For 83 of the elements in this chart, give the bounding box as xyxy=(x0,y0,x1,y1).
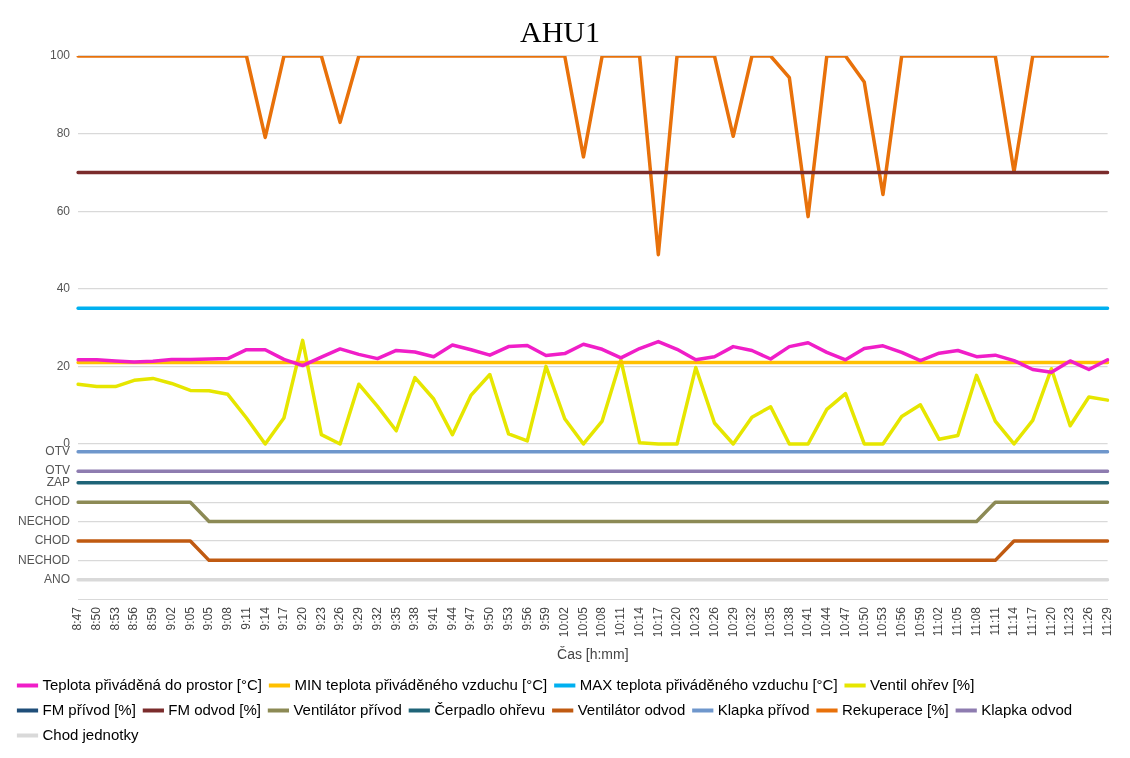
x-tick-label: 9:44 xyxy=(444,606,459,631)
x-axis-title: Čas [h:mm] xyxy=(557,646,629,663)
y-tick-label: NECHOD xyxy=(17,513,71,528)
x-tick-label: 9:53 xyxy=(500,606,515,631)
x-tick-label: 8:53 xyxy=(107,606,122,631)
x-tick-label: 11:23 xyxy=(1062,606,1077,637)
y-tick-label: ZAP xyxy=(46,475,70,490)
x-tick-label: 9:59 xyxy=(538,606,553,631)
x-tick-label: 8:56 xyxy=(126,606,141,631)
x-tick-label: 11:02 xyxy=(931,606,946,637)
x-tick-label: 9:47 xyxy=(463,606,478,631)
x-tick-label: 10:05 xyxy=(575,606,590,638)
legend-label: Teplota přiváděná do prostor [°C] xyxy=(42,675,262,693)
x-tick-label: 9:56 xyxy=(519,606,534,631)
y-tick-label: 40 xyxy=(56,281,71,296)
x-tick-label: 10:47 xyxy=(837,606,852,638)
x-tick-label: 9:50 xyxy=(482,606,497,631)
x-tick-label: 11:29 xyxy=(1099,606,1114,637)
x-tick-label: 9:05 xyxy=(201,606,216,631)
x-tick-label: 10:14 xyxy=(631,606,646,638)
x-tick-label: 9:08 xyxy=(220,606,235,631)
x-tick-label: 9:14 xyxy=(257,606,272,631)
legend-label: Rekuperace [%] xyxy=(841,700,949,718)
legend-label: MIN teplota přiváděného vzduchu [°C] xyxy=(294,675,548,693)
legend-label: Ventilátor přívod xyxy=(293,700,402,718)
legend-label: Ventil ohřev [%] xyxy=(870,675,975,693)
x-tick-label: 10:56 xyxy=(893,606,908,638)
x-tick-label: 10:59 xyxy=(912,606,927,638)
x-tick-label: 10:35 xyxy=(762,606,777,638)
y-tick-label: 80 xyxy=(56,125,71,140)
x-tick-label: 11:11 xyxy=(987,606,1002,636)
x-tick-label: 9:05 xyxy=(182,606,197,631)
x-tick-label: 9:23 xyxy=(313,606,328,631)
y-tick-label: CHOD xyxy=(34,494,71,509)
x-tick-label: 11:14 xyxy=(1006,606,1021,637)
x-tick-label: 10:08 xyxy=(594,606,609,638)
x-tick-label: 10:32 xyxy=(744,606,759,638)
legend-label: FM odvod [%] xyxy=(168,700,261,718)
y-tick-label: OTV xyxy=(45,463,70,478)
y-tick-label: CHOD xyxy=(34,533,71,548)
x-tick-label: 10:29 xyxy=(725,606,740,638)
legend-label: Klapka odvod xyxy=(981,700,1073,718)
x-tick-label: 10:38 xyxy=(781,606,796,638)
x-tick-label: 9:38 xyxy=(407,606,422,631)
x-tick-label: 9:20 xyxy=(294,606,309,631)
x-tick-label: 10:11 xyxy=(613,606,628,637)
x-tick-label: 8:47 xyxy=(70,606,85,631)
legend-label: MAX teplota přiváděného vzduchu [°C] xyxy=(579,675,838,693)
x-tick-label: 9:32 xyxy=(369,606,384,631)
x-tick-label: 9:02 xyxy=(163,606,178,631)
legend-label: Klapka přívod xyxy=(717,700,810,718)
legend-label: Ventilátor odvod xyxy=(577,700,686,718)
x-tick-label: 11:05 xyxy=(950,606,965,637)
legend-label: Chod jednotky xyxy=(42,725,139,743)
x-tick-label: 9:17 xyxy=(276,606,291,631)
x-tick-label: 10:53 xyxy=(875,606,890,638)
legend-label: Čerpadlo ohřevu xyxy=(434,700,546,718)
y-tick-label: 100 xyxy=(49,48,71,63)
x-tick-label: 8:59 xyxy=(145,606,160,631)
x-tick-label: 9:26 xyxy=(332,606,347,631)
y-tick-label: NECHOD xyxy=(17,552,71,567)
x-tick-label: 11:08 xyxy=(968,606,983,637)
x-tick-label: 9:29 xyxy=(351,606,366,631)
x-tick-label: 9:11 xyxy=(238,606,253,630)
legend-label: FM přívod [%] xyxy=(42,700,136,718)
x-tick-label: 8:50 xyxy=(89,606,104,631)
x-tick-label: 10:02 xyxy=(557,606,572,638)
x-tick-label: 9:41 xyxy=(425,606,440,631)
x-tick-label: 10:23 xyxy=(688,606,703,638)
x-tick-label: 11:26 xyxy=(1081,606,1096,637)
x-tick-label: 10:17 xyxy=(650,606,665,638)
x-tick-label: 10:41 xyxy=(800,606,815,638)
x-tick-label: 10:50 xyxy=(856,606,871,638)
x-tick-label: 11:20 xyxy=(1043,606,1058,637)
y-tick-label: 20 xyxy=(56,358,71,373)
chart-title: AHU1 xyxy=(520,14,600,48)
y-tick-label: 60 xyxy=(56,203,71,218)
y-tick-label: ANO xyxy=(43,572,70,587)
x-tick-label: 10:44 xyxy=(819,606,834,638)
x-tick-label: 10:20 xyxy=(669,606,684,638)
x-tick-label: 9:35 xyxy=(388,606,403,631)
x-tick-label: 10:26 xyxy=(706,606,721,638)
x-tick-label: 11:17 xyxy=(1025,606,1040,637)
